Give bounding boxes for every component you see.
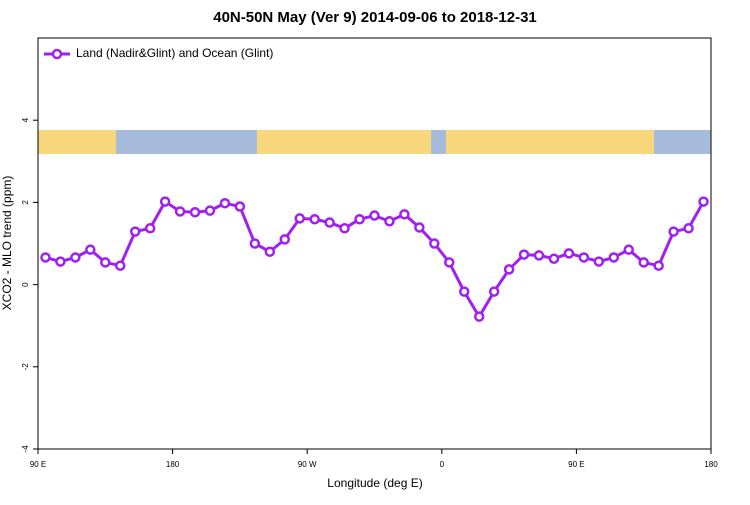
point	[458, 286, 470, 297]
point	[264, 246, 276, 257]
x-tick-label: 180	[166, 460, 180, 469]
y-axis-label: XCO2 - MLO trend (ppm)	[0, 176, 14, 311]
point	[608, 252, 620, 263]
land	[446, 130, 654, 154]
x-tick-label: 180	[704, 460, 718, 469]
chart-title: 40N-50N May (Ver 9) 2014-09-06 to 2018-1…	[213, 9, 537, 26]
point	[518, 249, 530, 260]
point	[399, 209, 410, 220]
x-tick-label: 90 E	[568, 460, 584, 469]
x-tick-label: 90 W	[298, 460, 317, 469]
point	[219, 197, 231, 209]
point	[503, 264, 515, 275]
y-tick-label: -4	[21, 445, 30, 453]
point	[55, 256, 66, 267]
y-tick-label: 0	[21, 282, 30, 287]
legend-marker	[51, 48, 63, 60]
point	[683, 223, 694, 234]
point	[698, 196, 709, 207]
point	[444, 257, 455, 268]
y-tick-label: 2	[21, 200, 30, 205]
point	[429, 238, 440, 249]
point	[279, 234, 291, 245]
point	[593, 256, 605, 267]
point	[563, 248, 575, 259]
land	[38, 130, 116, 154]
point	[100, 257, 111, 268]
point	[70, 252, 81, 263]
y-tick-label: 4	[21, 117, 30, 122]
point	[115, 260, 126, 271]
point	[414, 222, 425, 233]
point	[40, 252, 51, 263]
x-axis-label: Longitude (deg E)	[327, 476, 422, 490]
point	[668, 226, 679, 237]
plot-frame	[37, 37, 712, 450]
point	[369, 210, 380, 221]
point	[638, 257, 649, 268]
point	[189, 207, 201, 218]
point	[174, 206, 186, 217]
y-tick-label: -2	[21, 363, 30, 371]
point	[384, 216, 395, 227]
point	[533, 250, 545, 261]
point	[204, 205, 216, 216]
point	[339, 223, 350, 234]
point	[159, 196, 171, 207]
point	[129, 226, 141, 237]
point	[488, 286, 500, 297]
point	[354, 214, 365, 225]
point	[578, 252, 590, 263]
point	[144, 223, 156, 234]
point	[85, 244, 96, 255]
legend-label: Land (Nadir&Glint) and Ocean (Glint)	[76, 46, 273, 60]
point	[548, 253, 560, 264]
point	[324, 217, 335, 228]
x-tick-label: 0	[440, 460, 445, 469]
land	[257, 130, 431, 154]
point	[294, 213, 305, 224]
point	[623, 244, 634, 255]
point	[249, 238, 261, 249]
x-tick-label: 90 E	[30, 460, 46, 469]
point	[309, 214, 320, 225]
point	[234, 201, 246, 212]
map-strip	[38, 130, 711, 154]
point	[653, 260, 664, 271]
point	[473, 311, 485, 322]
